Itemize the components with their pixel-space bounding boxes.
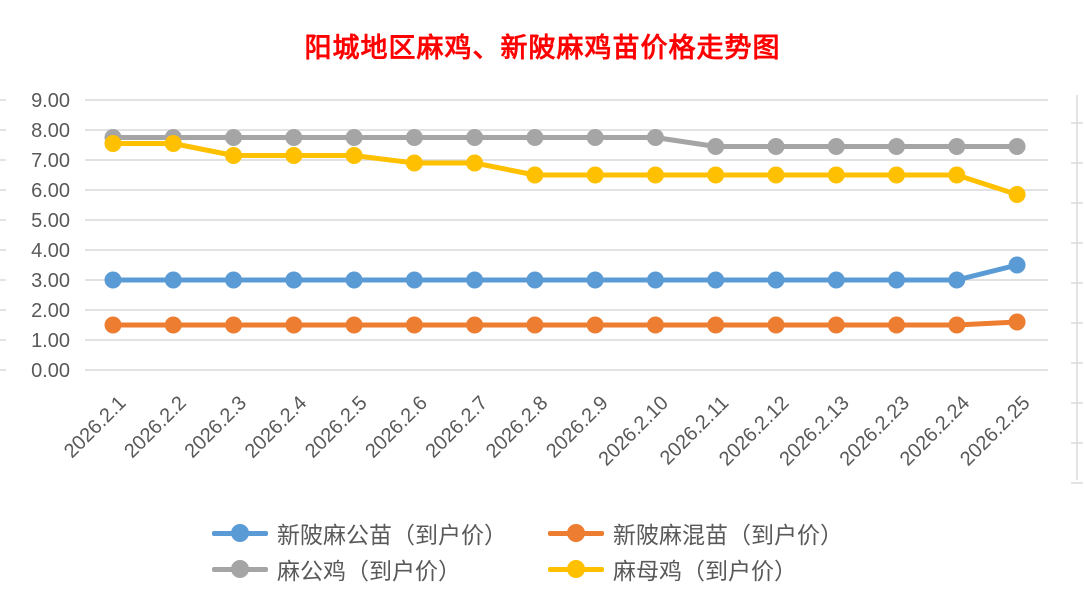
- data-point: [345, 271, 363, 289]
- data-point: [827, 166, 845, 184]
- data-point: [707, 166, 725, 184]
- data-point: [586, 166, 604, 184]
- data-point: [225, 271, 243, 289]
- data-point: [466, 271, 484, 289]
- data-point: [526, 129, 544, 146]
- data-point: [767, 316, 785, 334]
- data-point: [285, 271, 303, 289]
- data-point: [526, 271, 544, 289]
- data-point: [586, 129, 604, 146]
- data-point: [888, 138, 906, 155]
- data-point: [767, 271, 785, 289]
- data-point: [948, 166, 966, 184]
- x-tick-label: 2026.2.4: [241, 392, 312, 463]
- x-tick-label: 2026.2.7: [422, 392, 493, 463]
- data-point: [948, 138, 966, 155]
- x-tick-label: 2026.2.5: [301, 392, 372, 463]
- data-point: [888, 316, 906, 334]
- data-point: [285, 129, 303, 146]
- data-point: [586, 316, 604, 334]
- y-tick-label: 9.00: [31, 90, 70, 112]
- y-tick-label: 8.00: [31, 120, 70, 142]
- data-point: [646, 166, 664, 184]
- data-point: [767, 166, 785, 184]
- y-tick-label: 4.00: [31, 240, 70, 262]
- data-point: [104, 316, 122, 334]
- data-point: [827, 271, 845, 289]
- data-point: [345, 129, 363, 146]
- data-point: [405, 154, 423, 172]
- data-point: [405, 316, 423, 334]
- data-point: [104, 271, 122, 289]
- y-tick-label: 2.00: [31, 300, 70, 322]
- data-point: [707, 316, 725, 334]
- x-tick-label: 2026.2.2: [120, 392, 191, 463]
- y-tick-label: 6.00: [31, 180, 70, 202]
- data-point: [345, 147, 363, 164]
- data-point: [164, 316, 182, 334]
- data-point: [948, 271, 966, 289]
- data-point: [225, 316, 243, 334]
- series-line-0: [113, 262, 1018, 283]
- chart-title: 阳城地区麻鸡、新陂麻鸡苗价格走势图: [304, 33, 781, 63]
- data-point: [285, 316, 303, 334]
- data-point: [466, 154, 484, 172]
- data-point: [405, 129, 423, 146]
- x-tick-label: 2026.2.1: [60, 392, 131, 463]
- series-line-2: [113, 135, 1018, 149]
- data-point: [707, 138, 725, 155]
- data-point: [225, 129, 243, 146]
- data-point: [767, 138, 785, 155]
- data-point: [526, 166, 544, 184]
- data-point: [104, 135, 122, 152]
- x-tick-label: 2026.2.6: [361, 392, 432, 463]
- data-point: [345, 316, 363, 334]
- data-point: [888, 271, 906, 289]
- x-tick-label: 2026.2.3: [180, 392, 251, 463]
- data-point: [586, 271, 604, 289]
- data-point: [948, 316, 966, 334]
- data-point: [1008, 186, 1026, 203]
- data-point: [827, 138, 845, 155]
- y-tick-label: 3.00: [31, 270, 70, 292]
- data-point: [1008, 313, 1026, 331]
- series-line-1: [113, 319, 1018, 328]
- series-line-3: [113, 141, 1018, 197]
- data-point: [526, 316, 544, 334]
- data-point: [164, 135, 182, 152]
- data-point: [1008, 138, 1026, 155]
- data-point: [466, 316, 484, 334]
- data-point: [646, 271, 664, 289]
- data-point: [1008, 256, 1026, 274]
- x-tick-label: 2026.2.8: [482, 392, 553, 463]
- data-point: [646, 316, 664, 334]
- data-point: [646, 129, 664, 146]
- data-point: [164, 271, 182, 289]
- data-point: [827, 316, 845, 334]
- y-tick-label: 1.00: [31, 330, 70, 352]
- data-point: [888, 166, 906, 184]
- data-point: [405, 271, 423, 289]
- y-tick-label: 7.00: [31, 150, 70, 172]
- y-tick-label: 5.00: [31, 210, 70, 232]
- data-point: [225, 147, 243, 164]
- data-point: [707, 271, 725, 289]
- y-tick-label: 0.00: [31, 360, 70, 382]
- data-point: [466, 129, 484, 146]
- data-point: [285, 147, 303, 164]
